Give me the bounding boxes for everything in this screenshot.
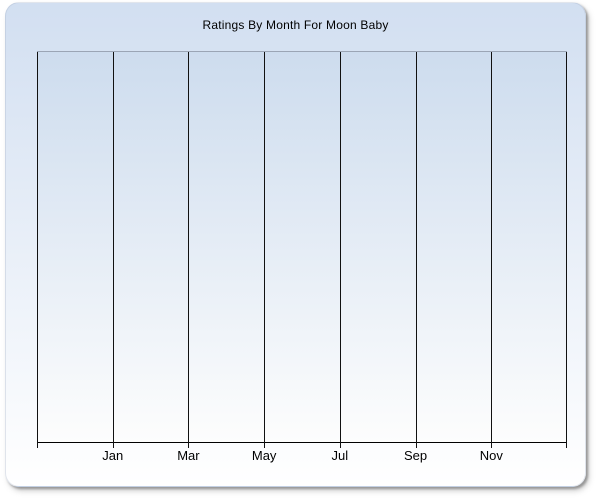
x-gridline <box>566 52 567 448</box>
x-axis-label: Nov <box>479 448 503 463</box>
x-axis-label: Jul <box>331 448 349 463</box>
x-axis-label: May <box>251 448 277 463</box>
x-gridline <box>37 52 38 448</box>
x-gridline <box>491 52 493 448</box>
x-gridline <box>264 52 266 448</box>
chart-title: Ratings By Month For Moon Baby <box>202 18 389 32</box>
x-gridline <box>188 52 190 448</box>
x-axis-label: Jan <box>102 448 124 463</box>
x-axis-label: Sep <box>403 448 428 463</box>
x-gridline <box>415 52 417 448</box>
x-axis-label: Mar <box>177 448 200 463</box>
chart-panel: Ratings By Month For Moon Baby Jan Mar May… <box>5 2 586 487</box>
plot-area <box>37 51 567 448</box>
x-gridline <box>112 52 114 448</box>
x-gridline <box>339 52 341 448</box>
x-axis-labels: Jan Mar May Jul Sep Nov <box>37 448 567 466</box>
